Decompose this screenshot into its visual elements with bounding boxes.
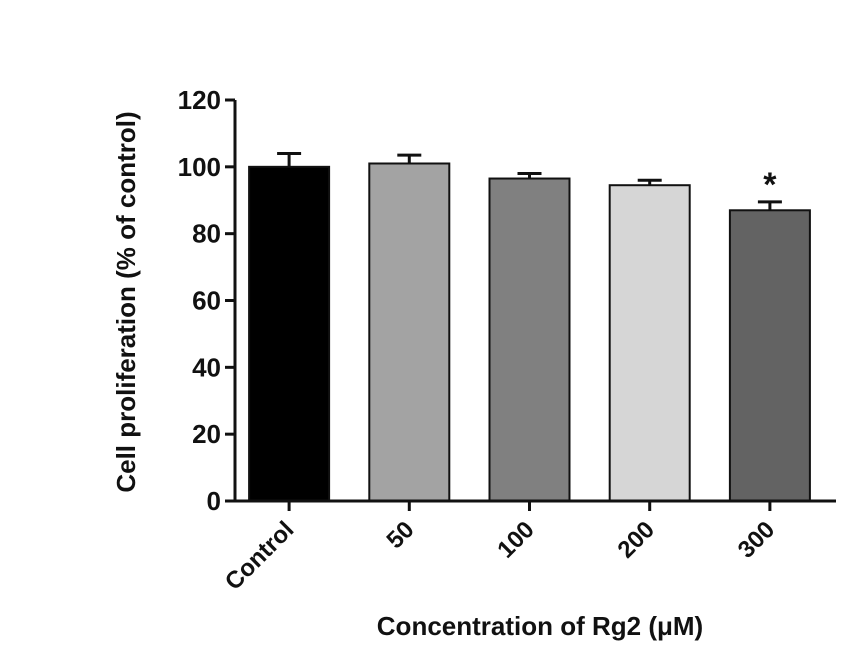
bar <box>608 184 691 502</box>
x-tick-label: 200 <box>613 516 660 563</box>
y-tick-label: 40 <box>192 352 221 382</box>
bar <box>728 209 811 502</box>
significance-marker: * <box>763 166 777 204</box>
bar <box>488 177 571 502</box>
x-axis-ticks: Control 50 100 200 300 <box>220 501 780 596</box>
x-axis-title: Concentration of Rg2 (μM) <box>377 611 703 641</box>
bar <box>248 165 331 502</box>
bar <box>368 162 451 502</box>
y-axis-title: Cell proliferation (% of control) <box>111 111 141 492</box>
y-tick-label: 60 <box>192 286 221 316</box>
error-bars: * <box>277 151 782 211</box>
x-tick-label: Control <box>220 516 299 595</box>
y-tick-label: 120 <box>178 85 221 115</box>
x-tick-label: 300 <box>733 516 780 563</box>
y-tick-label: 80 <box>192 219 221 249</box>
bars <box>248 162 811 502</box>
y-tick-label: 0 <box>207 486 221 516</box>
x-tick-label: 100 <box>492 516 539 563</box>
x-tick-label: 50 <box>382 516 420 554</box>
y-axis-ticks: 0 20 40 60 80 100 120 <box>178 85 235 516</box>
y-tick-label: 20 <box>192 419 221 449</box>
y-tick-label: 100 <box>178 152 221 182</box>
